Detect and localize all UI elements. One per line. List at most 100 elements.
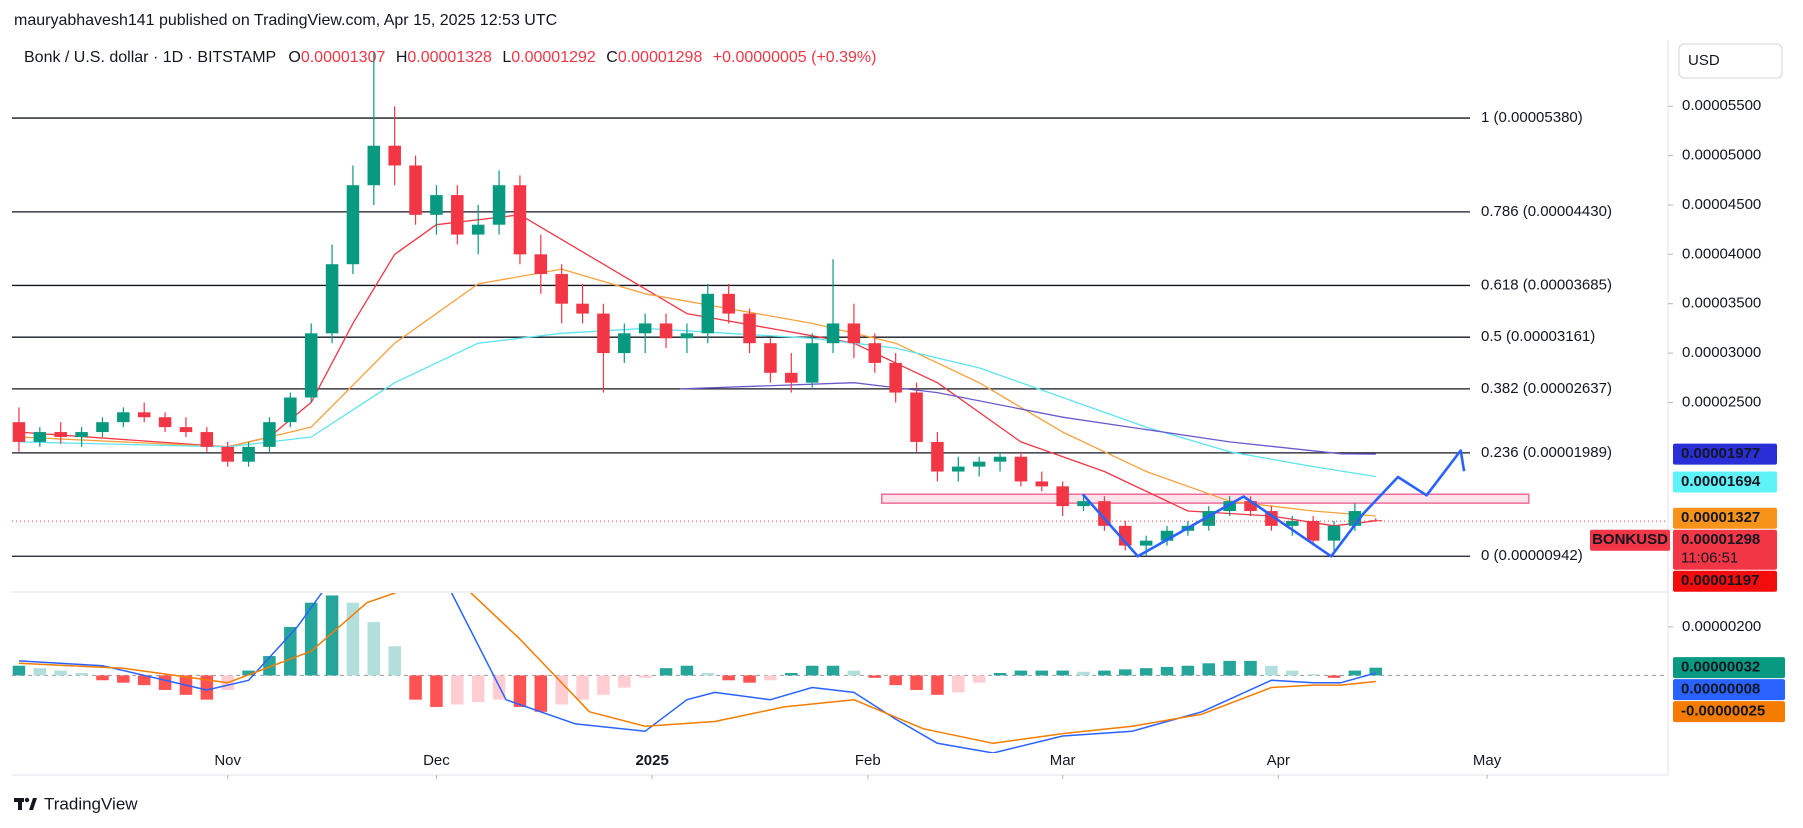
pattern-line (1081, 449, 1466, 558)
x-tick-label: Mar (1050, 752, 1076, 769)
ohlc-key: H (396, 49, 408, 66)
candle-body (367, 145, 381, 186)
candle-body (1119, 525, 1132, 546)
candle-body (471, 224, 485, 235)
candle-body (1098, 501, 1111, 526)
candle-body (242, 446, 255, 462)
macd-histogram-bar (1327, 675, 1341, 678)
symbol-line: Bonk / U.S. dollar · 1D · BITSTAMP O0.00… (24, 49, 876, 66)
x-tick-label: Feb (855, 752, 881, 769)
candle-body (1327, 525, 1341, 541)
change: +0.00000005 (+0.39%) (713, 49, 877, 66)
moving-average (679, 382, 1376, 455)
candle-body (638, 323, 652, 334)
candle-body (993, 456, 1007, 462)
candle-body (409, 165, 422, 215)
macd-tag (1673, 679, 1785, 701)
macd-histogram-bar (430, 675, 443, 707)
candle-body (847, 323, 861, 344)
candle-body (805, 343, 819, 383)
y-tick-label: 0.00003500 (1682, 295, 1761, 312)
candle-body (513, 185, 527, 255)
candle-body (701, 293, 715, 334)
macd-histogram-bar (1223, 660, 1236, 676)
candle-body (117, 412, 130, 423)
price-tag-label: 0.00001298 (1681, 531, 1760, 548)
candle-body (284, 397, 297, 423)
macd-histogram-bar (722, 675, 735, 681)
y-tick-label: 0.00003000 (1682, 344, 1761, 361)
macd-histogram-bar (158, 675, 172, 690)
ohlc-value: 0.00001328 (407, 49, 492, 66)
resistance-zone (880, 493, 1530, 504)
macd-histogram-bar (451, 675, 464, 705)
macd-histogram-bar (618, 675, 631, 688)
fib-label: 0.786 (0.00004430) (1481, 203, 1612, 220)
candle-body (764, 343, 777, 373)
candle-body (889, 362, 902, 393)
ohlc-value: 0.00001298 (618, 49, 703, 66)
macd-histogram-bar (242, 670, 255, 676)
price-tag (1673, 529, 1777, 570)
footer-logo (14, 797, 37, 810)
price-tag (1673, 507, 1777, 529)
candle-body (388, 145, 401, 166)
candle-body (54, 432, 67, 437)
macd-histogram-bar (1077, 671, 1090, 676)
currency[interactable]: USD (1688, 52, 1720, 69)
macd-histogram-bar (910, 675, 923, 690)
macd-histogram-bar (1202, 663, 1216, 676)
price-tag-label: 0.00001977 (1681, 445, 1760, 462)
candle-body (1223, 501, 1236, 512)
candle-body (200, 432, 214, 447)
macd-histogram-bar (1348, 670, 1362, 676)
macd-histogram-bar (1119, 669, 1132, 676)
candle-body (451, 195, 464, 235)
macd-tag (1673, 701, 1785, 723)
macd-histogram-bar (555, 675, 568, 705)
candle-body (931, 441, 944, 472)
macd-histogram-bar (137, 675, 151, 686)
macd-histogram-bar (117, 675, 130, 683)
macd-line (18, 593, 1377, 753)
x-tick-label: Apr (1267, 752, 1290, 769)
symbol-tag (1590, 529, 1670, 551)
macd-histogram-bar (75, 673, 88, 676)
candle-body (659, 323, 673, 339)
candle-body (826, 323, 840, 344)
candle-body (1306, 520, 1320, 541)
published-line: mauryabhavesh141 published on TradingVie… (14, 12, 557, 29)
price-tag-label: 0.00001694 (1681, 473, 1761, 490)
candle-body (96, 422, 109, 433)
macd-histogram-bar (1014, 670, 1028, 676)
candle-body (555, 274, 568, 304)
candle-body (1056, 486, 1069, 507)
macd-histogram-bar (1056, 670, 1069, 676)
macd-histogram-bar (1160, 666, 1174, 676)
macd-histogram-bar (847, 670, 861, 676)
fib-label: 0.382 (0.00002637) (1481, 380, 1612, 397)
macd-tag-label: 0.00000008 (1681, 681, 1760, 698)
macd-histogram-bar (1265, 665, 1278, 676)
macd-histogram-bar (993, 673, 1007, 676)
macd-histogram-bar (743, 675, 756, 683)
macd-histogram-bar (388, 646, 401, 676)
candle-body (534, 254, 548, 275)
currency-button[interactable] (1678, 43, 1783, 79)
candle-body (1244, 501, 1257, 512)
macd-histogram-bar (701, 673, 715, 676)
candle-body (910, 392, 923, 442)
candle-body (137, 412, 151, 418)
candle-body (179, 427, 193, 433)
macd-histogram-bar (597, 675, 610, 695)
candle-body (158, 417, 172, 428)
candle-body (430, 195, 443, 215)
x-tick-label: May (1473, 752, 1502, 769)
ohlc-value: 0.00001307 (301, 49, 386, 66)
y-tick-label: 0.00005500 (1682, 97, 1761, 114)
candle-body (722, 293, 735, 314)
candle-body (221, 446, 234, 462)
macd-tag-label: 0.00000032 (1681, 659, 1760, 676)
macd-histogram-bar (1181, 665, 1195, 676)
x-tick-label: Nov (214, 752, 241, 769)
